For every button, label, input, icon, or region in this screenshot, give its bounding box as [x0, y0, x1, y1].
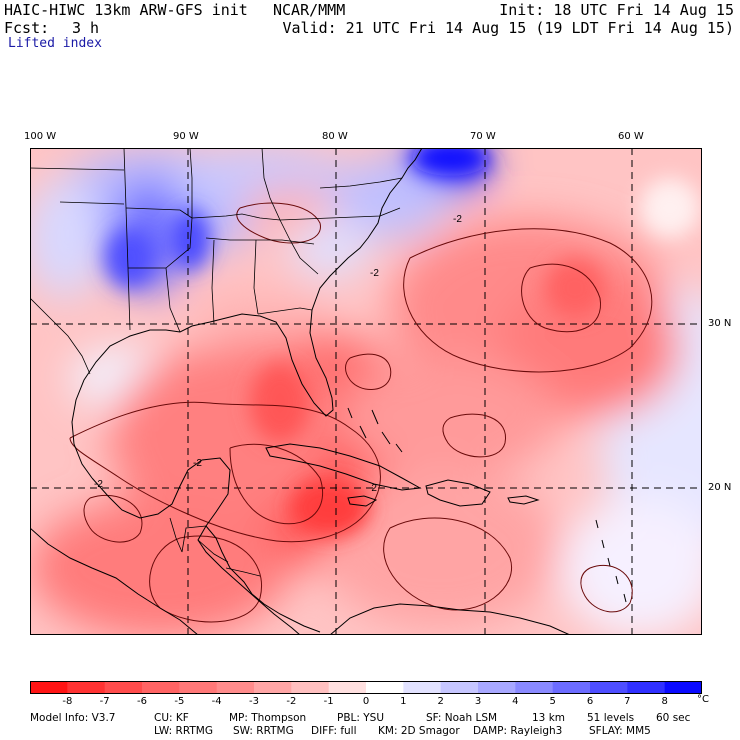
- field-name: Lifted index: [8, 36, 102, 51]
- model-info-levels: 51 levels: [587, 712, 635, 724]
- organization-label: NCAR/MMM: [273, 1, 346, 19]
- colorbar-tick-label: -4: [211, 696, 222, 707]
- field-detail: [105, 148, 700, 538]
- model-info-sw: SW: RRTMG: [233, 725, 294, 737]
- colorbar-tick-label: 2: [437, 696, 444, 707]
- colorbar-swatch: [366, 681, 404, 694]
- colorbar-swatch: [142, 681, 180, 694]
- colorbar-swatch: [104, 681, 143, 694]
- model-info-version: Model Info: V3.7: [30, 712, 116, 724]
- colorbar-swatch: [440, 681, 479, 694]
- colorbar-tick-label: 4: [512, 696, 519, 707]
- lon-label-80w: 80 W: [322, 131, 348, 142]
- model-info-mp: MP: Thompson: [229, 712, 307, 724]
- contour-label: -2: [453, 214, 462, 225]
- model-info-sflay: SFLAY: MM5: [589, 725, 651, 737]
- colorbar-swatch: [254, 681, 292, 694]
- field-shading: [30, 148, 702, 635]
- colorbar-tick-label: -2: [286, 696, 297, 707]
- contour-label: -2: [368, 483, 377, 494]
- colorbar-tick-label: -7: [99, 696, 110, 707]
- colorbar-tick-label: -5: [174, 696, 185, 707]
- colorbar-swatch: [216, 681, 255, 694]
- model-info-damp: DAMP: Rayleigh3: [473, 725, 563, 737]
- colorbar-tick-label: -8: [62, 696, 73, 707]
- colorbar-swatch: [291, 681, 330, 694]
- colorbar-swatch: [179, 681, 218, 694]
- colorbar-swatch: [403, 681, 442, 694]
- colorbar-swatch: [30, 681, 68, 694]
- political-boundaries: [30, 148, 403, 577]
- colorbar-swatch: [590, 681, 628, 694]
- colorbar-swatch: [67, 681, 106, 694]
- colorbar-tick-label: 1: [400, 696, 407, 707]
- model-title: HAIC-HIWC 13km ARW-GFS init: [4, 1, 248, 19]
- model-info-sf: SF: Noah LSM: [426, 712, 498, 724]
- colorbar-swatch: [515, 681, 554, 694]
- colorbar-tick-label: -1: [323, 696, 334, 707]
- colorbar-swatch: [552, 681, 591, 694]
- init-time: Init: 18 UTC Fri 14 Aug 15: [499, 1, 734, 19]
- model-info-km: KM: 2D Smagor: [378, 725, 460, 737]
- colorbar: [30, 681, 702, 694]
- lat-lon-grid: [30, 148, 702, 635]
- forecast-hours: 3 h: [72, 19, 100, 37]
- valid-time: Valid: 21 UTC Fri 14 Aug 15 (19 LDT Fri …: [282, 19, 734, 37]
- lon-label-60w: 60 W: [618, 131, 644, 142]
- colorbar-tick-label: 3: [474, 696, 482, 707]
- colorbar-swatch: [478, 681, 516, 694]
- contours: [69, 202, 653, 623]
- colorbar-swatch: [664, 681, 702, 694]
- lon-label-90w: 90 W: [173, 131, 199, 142]
- colorbar-tick-label: 6: [586, 696, 594, 707]
- lifted-index-map: -2 -2 -2 -2 -2: [30, 148, 702, 635]
- contour-label: -2: [370, 268, 379, 279]
- map-frame: [30, 148, 702, 635]
- colorbar-tick-label: 0: [362, 696, 370, 707]
- colorbar-tick-label: 7: [624, 696, 631, 707]
- colorbar-tick-label: -3: [249, 696, 259, 707]
- contour-label: -2: [94, 479, 103, 490]
- model-info-cu: CU: KF: [154, 712, 189, 724]
- lat-label-20n: 20 N: [708, 482, 732, 493]
- colorbar-tick-label: -6: [137, 696, 147, 707]
- forecast-label: Fcst:: [4, 19, 50, 37]
- model-info-diff: DIFF: full: [311, 725, 357, 737]
- lon-label-100w: 100 W: [24, 131, 57, 142]
- lat-label-30n: 30 N: [708, 318, 732, 329]
- coastlines: [30, 148, 627, 635]
- model-info-lw: LW: RRTMG: [154, 725, 213, 737]
- colorbar-tick-label: 5: [549, 696, 556, 707]
- colorbar-swatch: [328, 681, 367, 694]
- colorbar-unit: °C: [697, 694, 709, 705]
- model-info-pbl: PBL: YSU: [337, 712, 385, 724]
- colorbar-swatch: [627, 681, 666, 694]
- model-info-timestep: 60 sec: [656, 712, 691, 724]
- colorbar-frame: [30, 681, 702, 694]
- colorbar-tick-label: 8: [661, 696, 668, 707]
- lon-label-70w: 70 W: [470, 131, 496, 142]
- model-info-resolution: 13 km: [532, 712, 566, 724]
